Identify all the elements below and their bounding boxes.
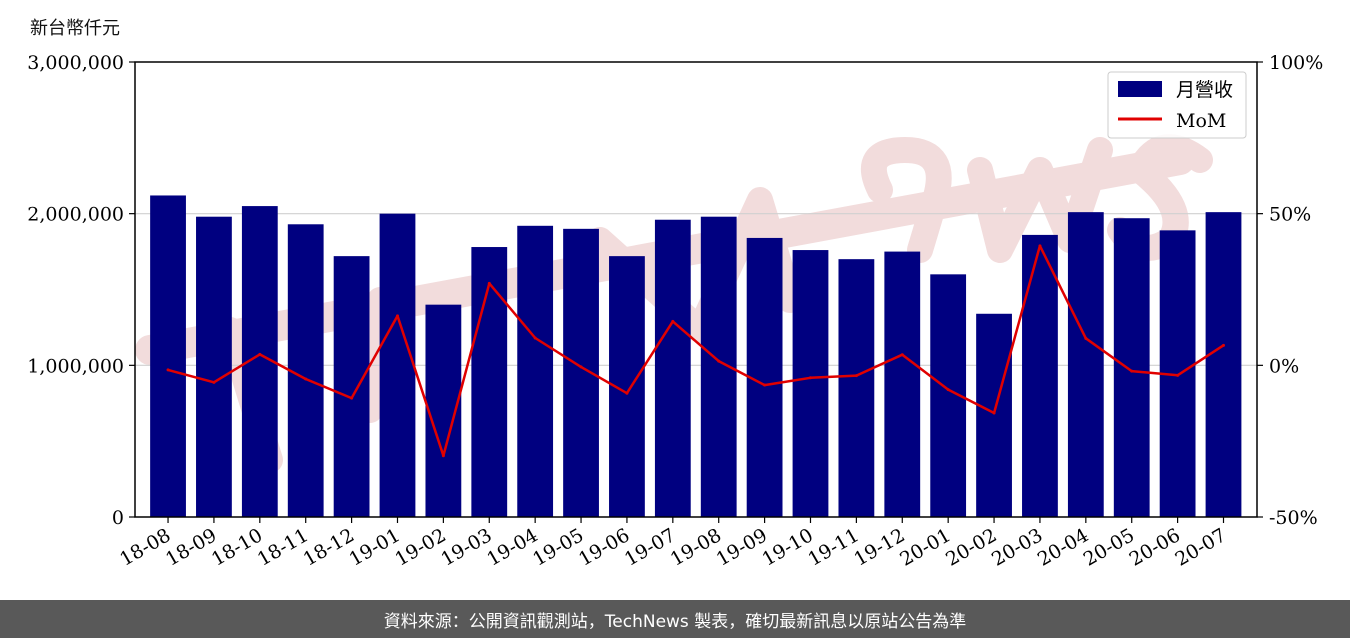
x-tick-label: 18-08 — [116, 524, 174, 570]
x-tick-label: 20-02 — [942, 524, 1000, 570]
revenue-bar — [1067, 212, 1104, 517]
y-axis-unit-label: 新台幣仟元 — [30, 18, 120, 39]
x-tick-label: 19-02 — [391, 524, 449, 570]
x-tick-label: 19-10 — [759, 524, 817, 570]
mom-point — [166, 368, 170, 372]
revenue-bar — [838, 259, 875, 517]
x-tick-label: 20-07 — [1172, 524, 1230, 570]
mom-point — [395, 314, 399, 318]
right-y-tick-label: 50% — [1269, 204, 1311, 226]
legend-mom-label: MoM — [1176, 110, 1226, 132]
right-y-tick-label: 0% — [1269, 355, 1299, 377]
revenue-bar — [333, 256, 370, 517]
x-tick-label: 19-01 — [346, 524, 404, 570]
mom-point — [350, 396, 354, 400]
x-tick-label: 18-09 — [162, 524, 220, 570]
revenue-bar — [1113, 218, 1150, 517]
x-tick-label: 19-09 — [713, 524, 771, 570]
revenue-bar — [976, 313, 1012, 517]
mom-point — [1130, 369, 1134, 373]
mom-point — [625, 391, 629, 395]
x-tick-label: 19-12 — [850, 524, 908, 570]
x-axis: 18-0818-0918-1018-1118-1219-0119-0219-03… — [116, 517, 1230, 571]
mom-point — [487, 281, 491, 285]
source-footer: 資料來源：公開資訊觀測站，TechNews 製表，確切最新訊息以原站公告為準 — [0, 600, 1350, 638]
x-tick-label: 20-05 — [1080, 524, 1138, 570]
mom-point — [579, 365, 583, 369]
right-y-axis: -50% 0% 50% 100% — [1257, 52, 1323, 529]
x-tick-label: 20-04 — [1034, 524, 1092, 570]
legend-revenue-label: 月營收 — [1176, 79, 1233, 101]
left-y-tick-label: 1,000,000 — [27, 355, 124, 377]
mom-point — [854, 374, 858, 378]
revenue-bar — [471, 247, 508, 518]
revenue-bar — [379, 213, 416, 517]
x-tick-label: 18-10 — [208, 524, 266, 570]
mom-point — [304, 377, 308, 381]
mom-point — [808, 376, 812, 380]
chart: 0 1,000,000 2,000,000 3,000,000 -50% 0% 50% 10… — [27, 52, 1323, 571]
revenue-bar — [1022, 234, 1058, 517]
x-tick-label: 19-05 — [529, 524, 587, 570]
x-tick-label: 20-03 — [988, 524, 1046, 570]
mom-point — [533, 336, 537, 340]
x-tick-label: 19-03 — [437, 524, 495, 570]
x-tick-label: 20-01 — [896, 524, 954, 570]
revenue-bar — [792, 250, 829, 518]
left-y-tick-label: 0 — [112, 507, 124, 529]
right-y-tick-label: 100% — [1269, 52, 1323, 74]
mom-point — [1038, 244, 1042, 248]
plot-frame — [134, 61, 1258, 518]
mom-point — [717, 359, 721, 363]
legend: 月營收 MoM — [1107, 71, 1247, 139]
left-y-axis: 0 1,000,000 2,000,000 3,000,000 — [27, 52, 135, 529]
revenue-bar — [196, 216, 232, 517]
x-tick-label: 19-11 — [804, 524, 862, 570]
mom-line — [167, 244, 1225, 457]
mom-point — [763, 383, 767, 387]
x-tick-label: 18-11 — [254, 524, 312, 570]
x-tick-label: 19-07 — [621, 524, 679, 570]
x-tick-label: 19-08 — [667, 524, 725, 570]
left-y-tick-label: 3,000,000 — [27, 52, 124, 74]
revenue-bars — [150, 195, 1242, 518]
mom-point — [900, 353, 904, 357]
legend-bar-swatch — [1118, 81, 1162, 97]
revenue-bar — [150, 195, 186, 517]
mom-point — [1176, 373, 1180, 377]
x-tick-label: 20-06 — [1126, 524, 1184, 570]
mom-point — [992, 411, 996, 415]
revenue-bar — [654, 219, 691, 517]
mom-point — [946, 388, 950, 392]
mom-point — [258, 352, 262, 356]
x-tick-label: 18-12 — [300, 524, 358, 570]
right-y-tick-label: -50% — [1269, 507, 1318, 529]
revenue-bar — [287, 224, 324, 518]
mom-point — [671, 319, 675, 323]
revenue-bar — [1205, 212, 1242, 517]
mom-point — [1222, 343, 1226, 347]
x-tick-label: 19-04 — [483, 524, 541, 570]
footer-text: 資料來源：公開資訊觀測站，TechNews 製表，確切最新訊息以原站公告為準 — [383, 611, 967, 632]
revenue-bar — [517, 225, 554, 518]
mom-line-layer — [166, 244, 1226, 458]
mom-point — [1084, 336, 1088, 340]
left-y-tick-label: 2,000,000 — [27, 204, 124, 226]
revenue-bar — [884, 251, 921, 518]
x-tick-label: 19-06 — [575, 524, 633, 570]
mom-point — [212, 380, 216, 384]
mom-point — [441, 454, 445, 458]
